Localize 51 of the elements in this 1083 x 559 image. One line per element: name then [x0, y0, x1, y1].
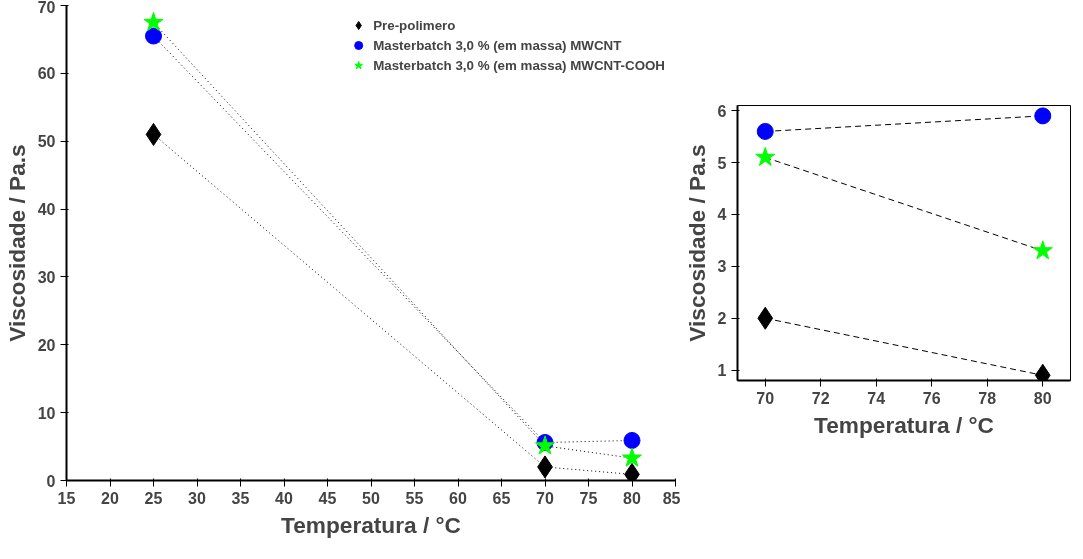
x-tick-label: 30	[188, 489, 206, 507]
point	[756, 122, 774, 140]
x-tick-label: 45	[318, 489, 337, 507]
y-axis-title: Viscosidade / Pa.s	[683, 144, 710, 342]
point	[1032, 240, 1053, 260]
y-tick-label: 30	[37, 268, 56, 286]
y-tick-label: 5	[717, 154, 727, 172]
y-tick-label: 50	[37, 133, 56, 151]
x-axis-title: Temperatura / °C	[814, 411, 994, 438]
x-tick-label: 85	[662, 489, 681, 507]
y-tick-label: 3	[717, 258, 727, 276]
y-tick-label: 2	[717, 310, 727, 328]
x-tick-label: 80	[1033, 389, 1052, 407]
x-tick-label: 65	[492, 489, 511, 507]
y-tick-label: 6	[717, 102, 727, 120]
x-tick-label: 60	[449, 489, 467, 507]
point	[145, 27, 162, 45]
y-tick-label: 10	[37, 404, 56, 422]
x-axis-title: Temperatura / °C	[281, 511, 461, 538]
y-tick-label: 70	[37, 0, 56, 16]
y-tick-label: 20	[37, 336, 56, 354]
y-tick-label: 4	[717, 206, 727, 224]
point	[623, 431, 641, 449]
y-tick-label: 60	[37, 65, 56, 83]
legend-label: Masterbatch 3,0 % (em massa) MWCNT	[373, 37, 622, 53]
x-tick-label: 80	[623, 489, 641, 507]
legend-label: Masterbatch 3,0 % (em massa) MWCNT-COOH	[373, 57, 665, 73]
y-tick-label: 40	[37, 201, 56, 219]
x-tick-label: 25	[144, 489, 163, 507]
x-tick-label: 20	[101, 489, 119, 507]
point	[145, 122, 162, 146]
x-tick-label: 70	[756, 389, 775, 407]
point	[621, 447, 643, 467]
x-tick-label: 55	[405, 489, 424, 507]
y-tick-label: 1	[717, 362, 727, 380]
x-tick-label: 78	[978, 389, 997, 407]
x-tick-label: 50	[362, 489, 380, 507]
point	[1034, 107, 1052, 125]
point	[755, 146, 776, 166]
x-tick-label: 72	[811, 389, 830, 407]
x-tick-label: 35	[231, 489, 250, 507]
legend-label: Pre-polimero	[373, 17, 456, 33]
y-axis-title: Viscosidade / Pa.s	[3, 144, 30, 342]
x-tick-label: 75	[579, 489, 598, 507]
x-tick-label: 40	[275, 489, 293, 507]
x-tick-label: 74	[867, 389, 886, 407]
x-tick-label: 76	[922, 389, 941, 407]
y-tick-label: 0	[46, 472, 56, 490]
point	[143, 11, 164, 32]
x-tick-label: 70	[536, 489, 554, 507]
x-tick-label: 15	[57, 489, 76, 507]
